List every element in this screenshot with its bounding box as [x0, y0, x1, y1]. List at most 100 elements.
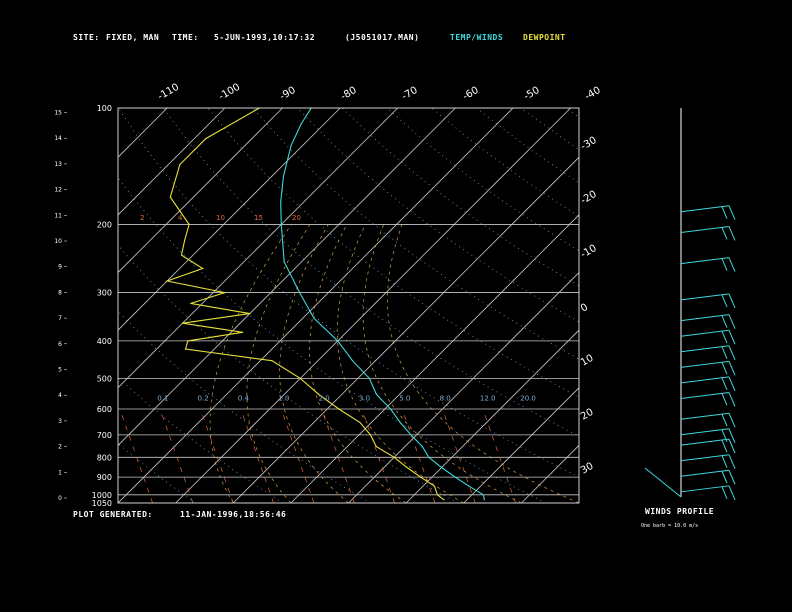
time-label: TIME: [172, 33, 199, 42]
dewpoint-line-point [202, 267, 204, 270]
dewpoint-line-point [443, 499, 445, 501]
wind-barb-feather [728, 226, 736, 241]
moist-adiabat [246, 224, 311, 503]
pressure-tick-label: 400 [97, 337, 112, 346]
temp-line-point [483, 499, 485, 501]
winds-profile [644, 108, 736, 501]
pressure-tick-label: 700 [97, 431, 112, 440]
wind-barb-feather [721, 414, 728, 427]
pressure-tick-label: 900 [97, 473, 112, 482]
height-tick-label: 11 [54, 212, 62, 219]
dry-adiabat [118, 244, 459, 503]
wind-barb-staff [680, 485, 730, 493]
dewpoint-line-point [406, 466, 408, 469]
dewpoint-line-point [433, 485, 436, 487]
winds-note: One barb = 10.0 m/s [641, 523, 699, 529]
wind-barb-feather [721, 362, 728, 375]
pressure-tick-label: 200 [97, 220, 112, 229]
dewpoint-line-point [369, 434, 372, 436]
dry-adiabat [118, 376, 284, 503]
wind-barb-feather [728, 454, 736, 469]
height-tick-label: 3 [58, 418, 62, 425]
temp-line-point [299, 291, 301, 294]
temp-line-point [428, 456, 430, 458]
moist-adiabat [362, 224, 522, 503]
dry-adiabat [431, 108, 579, 217]
height-tick-label: 7 [58, 315, 62, 322]
site-value: FIXED, MAN [106, 33, 160, 42]
moist-adiabat [387, 224, 579, 503]
dewpoint-line-point [271, 360, 273, 362]
wind-barb-feather [728, 293, 736, 309]
moist-adiabat [336, 224, 464, 503]
wind-barb-feather [728, 376, 736, 392]
wind-barb-feather [721, 206, 728, 219]
dry-adiabat [118, 108, 579, 478]
dry-adiabat [341, 108, 579, 287]
wind-barb-feather [728, 205, 736, 220]
wind-barb-staff [680, 345, 730, 353]
isotherm [463, 387, 579, 503]
dewpoint-line-point [180, 254, 183, 256]
wind-barb-feather [728, 330, 736, 345]
temp-line-point [454, 476, 456, 478]
isotherm [118, 108, 283, 274]
dewpoint-line-point [436, 494, 438, 496]
temp-line-point [337, 340, 339, 342]
top-temp-label: -80 [339, 85, 359, 103]
mixing-ratio-line [280, 408, 315, 503]
wind-barb-staff [680, 391, 730, 399]
wind-barb-feather [728, 470, 736, 485]
mixing-ratio-label: 0.4 [238, 394, 250, 402]
height-tick-label: 10 [54, 238, 62, 245]
right-temp-label: -20 [579, 189, 599, 207]
wind-barb-feather [721, 486, 728, 500]
height-tick-label: 4 [58, 392, 62, 399]
wind-barb-feather [728, 413, 736, 428]
dewpoint-line-point [393, 456, 395, 458]
temp-line-point [280, 201, 282, 203]
wind-barb-staff [680, 257, 730, 265]
wind-barb-feather [721, 471, 728, 484]
site-label: SITE: [73, 33, 100, 42]
isotherm [0, 108, 52, 503]
wind-barb-feather [721, 294, 728, 308]
dewpoint-line-point [242, 331, 244, 333]
wind-barb-feather [728, 428, 736, 443]
dewpoint-line-point [318, 393, 320, 395]
mixing-ratio-line [200, 408, 234, 503]
top-temp-label: -110 [156, 82, 181, 103]
pressure-tick-label: 600 [97, 405, 112, 414]
isotherm [637, 108, 792, 503]
wind-barb-feather [728, 485, 736, 501]
upper-label: 10 [216, 214, 225, 222]
winds-title: WINDS PROFILE [645, 507, 715, 516]
temp-line-point [368, 377, 371, 379]
wind-barb-staff [680, 225, 730, 233]
pressure-tick-label: 800 [97, 453, 112, 462]
temp-line-point [410, 434, 412, 436]
isotherm [348, 271, 579, 503]
isotherm [290, 214, 579, 503]
mixing-ratio-label: 8.0 [440, 394, 451, 402]
grid-layer [0, 107, 792, 504]
wind-barb-feather [721, 331, 728, 344]
dry-adiabat [118, 177, 547, 503]
height-tick-label: 0 [58, 495, 62, 502]
wind-barb-staff [680, 438, 730, 446]
height-tick-label: 12 [54, 187, 62, 194]
wind-barb-staff [680, 428, 730, 436]
height-tick-label: 2 [58, 444, 62, 451]
isotherm [118, 108, 514, 503]
wind-barb-feather [728, 345, 736, 360]
temp-line-point [482, 494, 485, 496]
wind-barb-surface [644, 467, 682, 498]
moist-adiabat [309, 224, 407, 503]
pressure-tick-label: 300 [97, 289, 112, 298]
temp-line-point [351, 360, 354, 362]
top-temp-label: -50 [522, 85, 542, 103]
dewpoint-line-point [190, 302, 192, 304]
right-temp-label: -10 [579, 243, 599, 261]
